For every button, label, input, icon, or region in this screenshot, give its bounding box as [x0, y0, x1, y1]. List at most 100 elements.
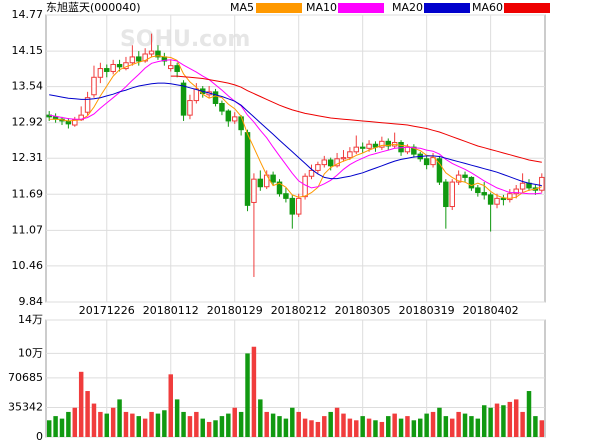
candle-body	[180, 82, 187, 116]
volume-tick-label: 10万	[18, 346, 43, 359]
legend-label: MA20	[392, 1, 423, 14]
candle-body	[513, 188, 519, 195]
y-tick-label: 10.46	[12, 259, 44, 272]
volume-bar	[213, 420, 218, 437]
candle-body	[116, 63, 123, 68]
candle-body	[347, 151, 353, 159]
volume-bar	[424, 413, 429, 437]
x-tick-label: 20180112	[143, 304, 199, 317]
candle-body	[340, 157, 347, 160]
volume-bar	[290, 407, 295, 437]
candle-body	[475, 187, 481, 194]
volume-bar	[392, 413, 397, 437]
volume-bar	[494, 403, 500, 437]
volume-bar	[283, 418, 289, 437]
volume-bar	[136, 416, 142, 437]
legend-label: MA5	[230, 1, 254, 14]
candle-body	[155, 50, 161, 58]
volume-bar	[194, 411, 199, 437]
volume-bar	[373, 420, 378, 437]
legend-label: MA60	[472, 1, 503, 14]
volume-bar	[475, 418, 481, 437]
volume-bar	[302, 418, 308, 437]
candle-body	[136, 56, 142, 62]
volume-bar	[354, 420, 359, 437]
volume-tick-label: 0	[36, 430, 43, 440]
candle-body	[366, 143, 372, 149]
volume-bar	[526, 391, 532, 437]
volume-bar	[296, 411, 301, 437]
volume-bar	[360, 416, 365, 437]
candle-body	[455, 174, 462, 183]
candle-body	[327, 159, 334, 167]
y-tick-label: 12.31	[12, 151, 44, 164]
volume-bar	[162, 410, 167, 437]
legend-swatch	[424, 3, 470, 13]
volume-bar	[66, 411, 71, 437]
candle-body	[225, 110, 232, 122]
candle-body	[142, 53, 148, 62]
candle-body	[295, 197, 302, 215]
volume-bar	[251, 346, 257, 437]
volume-bar	[104, 413, 110, 437]
y-tick-label: 11.69	[12, 187, 44, 200]
candle-body	[91, 76, 97, 96]
volume-bar	[98, 411, 103, 437]
y-tick-label: 14.15	[12, 44, 44, 57]
volume-bar	[469, 416, 474, 437]
candle-body	[231, 116, 238, 122]
ma-line	[170, 75, 542, 163]
volume-bar	[366, 418, 372, 437]
candle-body	[276, 181, 283, 195]
volume-bar	[322, 416, 327, 437]
watermark: SOHU.com	[120, 27, 250, 52]
volume-bar	[462, 413, 468, 437]
volume-bar	[449, 418, 455, 437]
x-tick-label: 20180129	[207, 304, 263, 317]
volume-bar	[245, 353, 250, 437]
candle-body	[283, 193, 289, 199]
volume-bar	[155, 413, 161, 437]
candle-body	[168, 65, 174, 70]
volume-bar	[226, 413, 231, 437]
y-tick-label: 11.07	[12, 223, 44, 236]
candle-body	[379, 140, 385, 148]
candle-body	[500, 197, 507, 201]
volume-bar	[264, 411, 269, 437]
legend-swatch	[504, 3, 550, 13]
candle-body	[238, 116, 244, 131]
candle-body	[519, 182, 526, 190]
candle-body	[359, 146, 366, 149]
candle-body	[443, 181, 449, 208]
candle-body	[244, 132, 251, 206]
volume-bar	[53, 416, 58, 437]
candle-body	[494, 197, 500, 205]
candle-body	[84, 97, 91, 113]
volume-bar	[386, 416, 391, 437]
volume-bar	[456, 411, 461, 437]
y-tick-label: 13.54	[12, 80, 44, 93]
volume-bar	[501, 405, 506, 437]
volume-bar	[437, 407, 442, 437]
volume-tick-label: 70685	[8, 371, 43, 384]
volume-tick-label: 35342	[8, 400, 43, 413]
y-tick-label: 12.92	[12, 116, 44, 129]
volume-bar	[200, 418, 205, 437]
y-tick-label: 14.77	[12, 8, 44, 21]
candle-body	[423, 158, 430, 166]
volume-bar	[117, 399, 122, 437]
volume-bar	[533, 416, 538, 437]
candle-body	[148, 50, 155, 55]
volume-bar	[398, 418, 404, 437]
candle-body	[129, 56, 136, 64]
volume-bar	[123, 411, 129, 437]
candle-body	[289, 197, 296, 215]
candle-body	[411, 146, 417, 155]
candle-body	[404, 146, 411, 153]
volume-bar	[315, 421, 321, 437]
x-tick-label: 20180319	[399, 304, 455, 317]
volume-bar	[78, 371, 84, 437]
x-tick-label: 20180305	[335, 304, 391, 317]
candle-body	[334, 158, 340, 167]
